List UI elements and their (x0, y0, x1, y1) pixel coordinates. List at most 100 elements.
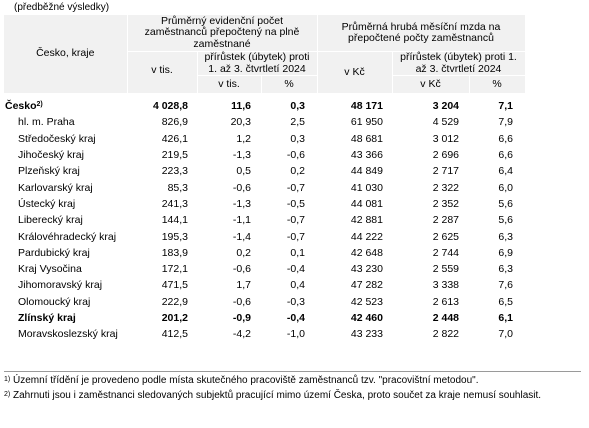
region-name-cell: Kraj Vysočina (18, 263, 82, 276)
value-cell: 1,2 (236, 132, 251, 145)
region-name-cell: Pardubický kraj (18, 246, 90, 259)
value-cell: 43 366 (350, 149, 383, 162)
value-cell: -0,6 (286, 149, 305, 162)
value-cell: 2 696 (432, 149, 459, 162)
value-cell: 219,5 (161, 149, 188, 162)
value-cell: 11,6 (231, 100, 251, 113)
table-body: Česko2) 4 028,8 11,6 0,3 48 171 3 204 7,1 hl. m… (4, 94, 525, 343)
value-cell: 426,1 (161, 132, 188, 145)
value-cell: -1,1 (232, 214, 251, 227)
value-cell: -0,4 (286, 312, 305, 324)
region-name-cell: Jihomoravský kraj (18, 279, 103, 292)
value-cell: 6,3 (498, 230, 513, 243)
value-cell: -4,2 (232, 328, 251, 341)
value-cell: 2 744 (432, 246, 459, 259)
value-cell: 0,5 (236, 165, 251, 178)
value-cell: 0,3 (290, 100, 305, 113)
region-name-cell: Jihočeský kraj (18, 149, 84, 162)
value-cell: 6,1 (498, 312, 513, 324)
value-cell: 0,4 (290, 279, 305, 292)
value-cell: 144,1 (161, 214, 188, 227)
table-row: Ústecký kraj 241,3 -1,3 -0,5 44 081 2 352 5,6 (4, 196, 525, 212)
value-cell: -0,6 (232, 295, 251, 308)
value-cell: 6,0 (498, 181, 513, 194)
table-row: Královéhradecký kraj 195,3 -1,4 -0,7 44 222 2… (4, 228, 525, 244)
value-cell: 43 233 (350, 328, 383, 341)
table-row: hl. m. Praha 826,9 20,3 2,5 61 950 4 529 7,9 (4, 114, 525, 130)
value-cell: 471,5 (161, 279, 188, 292)
value-cell: 1,7 (236, 279, 251, 292)
table-caption: (předběžné výsledky) (14, 2, 110, 13)
value-cell: 223,3 (161, 165, 188, 178)
value-cell: 6,9 (498, 246, 513, 259)
employees-change-pct-header: % (260, 75, 318, 94)
value-cell: 2 822 (432, 328, 459, 341)
value-cell: -0,3 (286, 295, 305, 308)
region-name-cell: Liberecký kraj (18, 214, 83, 227)
region-name-cell: Olomoucký kraj (18, 295, 91, 308)
table-row: Středočeský kraj 426,1 1,2 0,3 48 681 3 012 6,… (4, 131, 525, 147)
table-row: Karlovarský kraj 85,3 -0,6 -0,7 41 030 2 322 6… (4, 179, 525, 195)
region-name-cell: Moravskoslezský kraj (18, 328, 118, 341)
value-cell: 7,1 (498, 100, 513, 113)
value-cell: 3 338 (432, 279, 459, 292)
value-cell: 6,3 (498, 263, 513, 276)
value-cell: 7,9 (498, 116, 513, 129)
value-cell: 0,3 (290, 132, 305, 145)
value-cell: 2 448 (432, 312, 459, 324)
value-cell: 44 081 (350, 197, 383, 210)
value-cell: -1,0 (286, 328, 305, 341)
footnote-2: 2) Zahrnuti jsou i zaměstnanci sledovaný… (4, 390, 542, 401)
value-cell: 195,3 (161, 230, 188, 243)
value-cell: 0,2 (236, 246, 251, 259)
value-cell: 2 559 (432, 263, 459, 276)
value-cell: 42 648 (350, 246, 383, 259)
region-name-cell: Zlínský kraj (18, 312, 76, 324)
value-cell: -0,5 (286, 197, 305, 210)
value-cell: 43 230 (350, 263, 383, 276)
table-row: Olomoucký kraj 222,9 -0,6 -0,3 42 523 2 613 6,… (4, 294, 525, 310)
value-cell: 48 681 (350, 132, 383, 145)
table-row: Pardubický kraj 183,9 0,2 0,1 42 648 2 744 6,9 (4, 245, 525, 261)
table-row: Moravskoslezský kraj 412,5 -4,2 -1,0 43 233 2… (4, 326, 525, 342)
value-cell: -0,7 (286, 181, 305, 194)
value-cell: 41 030 (350, 181, 383, 194)
value-cell: 0,1 (290, 246, 305, 259)
value-cell: 42 460 (350, 312, 383, 324)
value-cell: 42 523 (350, 295, 383, 308)
table-row: Zlínský kraj 201,2 -0,9 -0,4 42 460 2 448 6,1 (4, 310, 525, 326)
value-cell: -0,6 (232, 181, 251, 194)
employees-group-header: Průměrný evidenční počet zaměstnanců pře… (126, 14, 318, 52)
value-cell: 6,4 (498, 165, 513, 178)
table-row: Jihočeský kraj 219,5 -1,3 -0,6 43 366 2 696 6,… (4, 147, 525, 163)
value-cell: 222,9 (161, 295, 188, 308)
wage-change-abs-header: v Kč (391, 75, 470, 94)
employees-change-header: přírůstek (úbytek) proti 1. až 3. čtvrtl… (196, 51, 318, 76)
regional-statistics-table: Česko, kraje Průměrný evidenční počet za… (4, 14, 526, 342)
value-cell: 2 352 (432, 197, 459, 210)
region-column-header: Česko, kraje (4, 14, 128, 94)
value-cell: -0,6 (232, 263, 251, 276)
value-cell: 4 028,8 (152, 100, 188, 113)
value-cell: 6,6 (498, 132, 513, 145)
value-cell: 2 717 (432, 165, 459, 178)
wage-group-header: Průměrná hrubá měsíční mzda na přepočten… (316, 14, 526, 52)
employees-change-abs-header: v tis. (196, 75, 262, 94)
value-cell: 183,9 (161, 246, 188, 259)
value-cell: 2 625 (432, 230, 459, 243)
wage-change-pct-header: % (468, 75, 526, 94)
region-name-cell: Královéhradecký kraj (18, 230, 117, 243)
table-row: Jihomoravský kraj 471,5 1,7 0,4 47 282 3 338 7… (4, 277, 525, 293)
employees-value-header: v tis. (126, 51, 198, 94)
value-cell: 5,6 (498, 197, 513, 210)
value-cell: 241,3 (161, 197, 188, 210)
region-name-cell: Karlovarský kraj (18, 181, 93, 194)
value-cell: 4 529 (432, 116, 459, 129)
value-cell: -0,9 (232, 312, 251, 324)
table-row: Česko2) 4 028,8 11,6 0,3 48 171 3 204 7,1 (4, 94, 525, 115)
table-row: Plzeňský kraj 223,3 0,5 0,2 44 849 2 717 6,4 (4, 163, 525, 179)
value-cell: 172,1 (161, 263, 188, 276)
footnote-1: 1) Územní třídění je provedeno podle mís… (4, 375, 479, 386)
value-cell: -0,7 (286, 230, 305, 243)
value-cell: 7,0 (498, 328, 513, 341)
